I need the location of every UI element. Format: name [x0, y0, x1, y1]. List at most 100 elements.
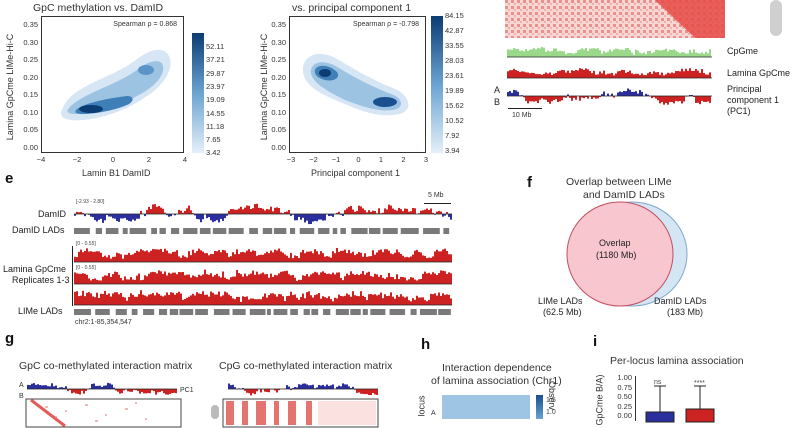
panel-e-damid-bar	[178, 210, 180, 214]
panel-e-damid-lad-segment	[249, 228, 258, 234]
cpgme-bar	[705, 52, 707, 57]
panel-e-rep2-bar	[318, 275, 320, 284]
cpgme-bar	[507, 49, 509, 57]
panel-e-rep3-bar	[118, 294, 120, 305]
panel-g-right-handle[interactable]	[211, 405, 219, 419]
panel-e-rep3-bar	[324, 297, 326, 305]
pc1-label: Principal component 1 (PC1)	[727, 84, 797, 117]
panel-c-density-core2	[138, 65, 154, 75]
panel-e-rep1-bar	[260, 255, 262, 262]
panel-e-rep2-bar	[342, 280, 344, 284]
panel-e-damid-lad-segment	[318, 228, 329, 234]
cpgme-bar	[693, 49, 695, 57]
panel-e-rep2-bar	[148, 274, 150, 284]
panel-e-rep2-bar	[374, 274, 376, 284]
panel-e-rep3-bar	[390, 292, 392, 305]
panel-e-damid-bar	[188, 206, 190, 214]
lamina-gpcme-bar	[529, 73, 531, 78]
panel-e-damid-lad-segment	[123, 228, 128, 234]
panel-e-rep3-bar	[238, 297, 240, 305]
panel-e-damid-lad-segment	[229, 228, 244, 234]
panel-e-damid-bar	[358, 206, 360, 214]
panel-e-rep3-bar	[96, 293, 98, 305]
lamina-gpcme-bar	[653, 71, 655, 78]
pc1-bar	[621, 92, 623, 96]
panel-e-rep2-bar	[430, 274, 432, 284]
panel-e-rep3-bar	[298, 300, 300, 305]
scale-label-10mb: 10 Mb	[512, 112, 531, 119]
panel-e-rep2-bar	[404, 278, 406, 284]
panel-e-rep2-bar	[168, 273, 170, 284]
panel-e-rep2-bar	[192, 275, 194, 284]
panel-g-letter: g	[5, 330, 14, 347]
panel-e-rep3-bar	[146, 296, 148, 305]
hic-scroll-handle[interactable]	[770, 0, 782, 36]
panel-e-damid-bar	[350, 206, 352, 214]
panel-e-rep1-bar	[228, 257, 230, 262]
panel-e-rep3-bar	[282, 296, 284, 305]
lamina-gpcme-bar	[593, 71, 595, 78]
panel-e-rep3-bar	[396, 295, 398, 305]
hic-map-top	[505, 0, 725, 38]
panel-e-rep1-bar	[162, 252, 164, 262]
panel-g-pc1-left-bar	[167, 389, 169, 395]
lamina-gpcme-bar	[557, 71, 559, 78]
panel-e-damid-bar	[388, 205, 390, 214]
panel-g-pc1-left-bar	[173, 389, 175, 393]
panel-e-rep3-bar	[268, 295, 270, 305]
panel-e-rep2-bar	[352, 274, 354, 284]
panel-i-title: Per-locus lamina association	[610, 355, 744, 367]
panel-e-rep1-bar	[102, 257, 104, 262]
panel-e-rep2-bar	[96, 280, 98, 284]
panel-e-rep2-bar	[412, 278, 414, 284]
panel-e-damid-bar	[400, 209, 402, 214]
panel-e-letter: e	[5, 170, 13, 187]
panel-i-ytick-0: 1.00	[604, 373, 632, 382]
panel-e-damid-bar	[260, 208, 262, 214]
panel-e-rep1-bar	[106, 257, 108, 262]
panel-e-damid-bar	[360, 206, 362, 214]
panel-e-damid-bar	[264, 210, 266, 214]
panel-e-rep3-bar	[220, 296, 222, 305]
panel-e-damid-bar	[270, 207, 272, 214]
panel-e-rep2-bar	[134, 280, 136, 284]
panel-e-rep1-bar	[182, 255, 184, 262]
panel-e-damid-bar	[246, 205, 248, 214]
panel-e-rep2-bar	[106, 276, 108, 284]
panel-e-damid-bar	[138, 214, 140, 219]
pc1-bar	[535, 96, 537, 101]
panel-e-damid-bar	[220, 214, 222, 219]
panel-e-rep3-bar	[440, 296, 442, 305]
panel-e-damid-bar	[150, 209, 152, 214]
pc1-bar	[661, 96, 663, 102]
panel-e-damid-bar	[298, 214, 300, 217]
cpgme-bar	[585, 48, 587, 57]
panel-e-rep2-bar	[150, 272, 152, 284]
pc1-bar	[665, 96, 667, 103]
panel-e-rep3-bar	[308, 291, 310, 305]
lamina-gpcme-bar	[559, 71, 561, 78]
panel-e-rep2-bar	[364, 275, 366, 284]
panel-e-damid-lad-segment	[106, 228, 119, 234]
panel-e-damid-bar	[234, 210, 236, 214]
panel-e-rep1-bar	[226, 253, 228, 262]
panel-e-damid-bar	[224, 214, 226, 218]
panel-e-rep3-bar	[150, 294, 152, 305]
panel-e-rep3-bar	[98, 298, 100, 305]
pc1-bar	[627, 89, 629, 96]
panel-g-pc1-left-bar	[171, 389, 173, 393]
panel-e-rep3-bar	[194, 295, 196, 305]
cpgme-bar	[673, 49, 675, 57]
panel-e-damid-bar	[322, 214, 324, 221]
panel-e-rep1-bar	[434, 251, 436, 262]
pc1-bar	[547, 96, 549, 102]
panel-e-rep2-bar	[80, 274, 82, 284]
panel-e-rep1-bar	[420, 252, 422, 262]
panel-e-rep3-bar	[422, 297, 424, 305]
panel-e-rep3-bar	[404, 298, 406, 305]
panel-e-rep2-bar	[266, 274, 268, 284]
lamina-gpcme-bar	[701, 69, 703, 78]
panel-e-replicates-label-1: Lamina GpCme	[3, 264, 66, 274]
panel-e-damid-bar	[134, 214, 136, 221]
pc1-bar	[695, 96, 697, 103]
